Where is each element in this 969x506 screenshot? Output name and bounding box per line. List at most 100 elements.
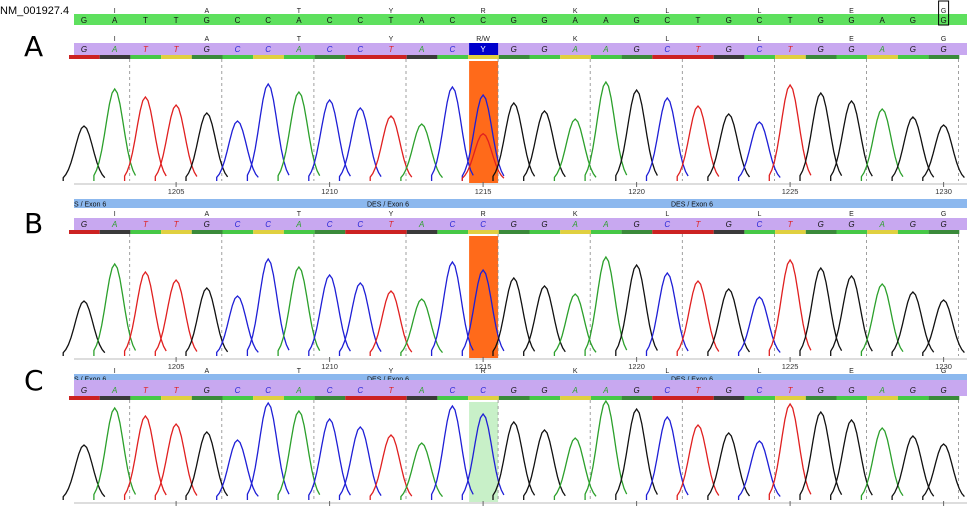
reference-base: G: [726, 16, 732, 25]
base-call: C: [450, 386, 456, 395]
trace-peak: [62, 300, 106, 356]
base-call: C: [450, 220, 456, 229]
base-call: A: [572, 386, 578, 395]
trace-peak: [553, 293, 597, 356]
quality-strip-segment: [590, 230, 622, 234]
reference-amino-acid: T: [297, 8, 302, 15]
quality-strip-segment: [191, 55, 223, 59]
trace-peak: [830, 274, 873, 356]
base-call: C: [357, 220, 363, 229]
quality-strip-segment: [805, 396, 837, 400]
reference-amino-acid: K: [573, 8, 578, 15]
trace-peak: [216, 295, 259, 356]
trace-peak: [430, 85, 474, 181]
base-call: T: [174, 386, 180, 395]
quality-strip-segment: [590, 396, 622, 400]
trace-peak: [492, 101, 536, 181]
amino-acid-label: L: [757, 368, 761, 375]
reference-base: G: [541, 16, 547, 25]
base-call: C: [757, 386, 763, 395]
trace-peak: [922, 299, 965, 356]
panel-c: IATYRKLLEGGATTGCCACCTACCGGAAGCTGCTGGAGG1…: [62, 368, 967, 506]
base-call: G: [204, 220, 210, 229]
amino-acid-label: L: [665, 36, 669, 43]
trace-peak: [308, 273, 351, 356]
quality-strip-segment: [222, 55, 254, 59]
position-label: 1210: [321, 187, 338, 196]
variant-highlight: [469, 61, 499, 183]
trace-peak: [799, 91, 843, 181]
trace-peak: [93, 262, 137, 356]
trace-peak: [338, 281, 382, 356]
reference-base: T: [696, 16, 701, 25]
base-call: G: [726, 45, 732, 54]
trace-peak: [369, 290, 413, 356]
base-call: T: [174, 45, 180, 54]
quality-strip-segment: [775, 230, 806, 234]
quality-strip-segment: [345, 55, 376, 59]
base-call: C: [235, 220, 241, 229]
base-call: G: [204, 45, 210, 54]
quality-strip-segment: [897, 55, 929, 59]
panel-letter-b: B: [24, 207, 44, 240]
trace-peak: [93, 406, 137, 500]
base-call: C: [664, 386, 670, 395]
trace-peak: [93, 87, 137, 181]
base-call: C: [235, 45, 241, 54]
quality-strip-segment: [560, 396, 591, 400]
quality-strip-segment: [713, 396, 745, 400]
quality-strip-segment: [161, 230, 192, 234]
base-call: T: [696, 220, 702, 229]
quality-strip-segment: [652, 55, 683, 59]
position-label: 1215: [475, 187, 492, 196]
base-call: A: [418, 386, 424, 395]
amino-acid-label: I: [114, 368, 116, 375]
panel-a: I A T Y R/W K L L E GG A T T G C C A C C T A C Y G G A A G C T G C T G G A G…: [62, 36, 967, 209]
base-call: T: [143, 45, 149, 54]
base-call: T: [696, 45, 702, 54]
quality-strip-segment: [130, 396, 162, 400]
trace-peak: [154, 103, 198, 181]
trace-peak: [799, 410, 843, 500]
base-call: G: [818, 386, 824, 395]
base-call: G: [541, 220, 547, 229]
reference-amino-acid: E: [849, 8, 854, 15]
exon-label: DES / Exon 6: [367, 202, 409, 209]
position-label: 1225: [782, 187, 799, 196]
trace-peak: [615, 407, 658, 500]
position-label: 1220: [628, 187, 645, 196]
trace-peak: [615, 88, 658, 181]
amino-acid-label: L: [665, 211, 669, 218]
base-call: G: [818, 45, 824, 54]
base-call: G: [818, 220, 824, 229]
amino-acid-label: L: [757, 36, 761, 43]
base-call: G: [940, 45, 946, 54]
amino-acid-label: G: [941, 36, 946, 43]
exon-band: [74, 199, 967, 208]
quality-strip-segment: [621, 55, 653, 59]
base-call: G: [204, 386, 210, 395]
amino-acid-label: A: [204, 211, 209, 218]
trace-peak: [277, 265, 321, 356]
trace-peak: [768, 402, 812, 500]
trace-peak: [430, 260, 474, 356]
quality-strip-segment: [222, 230, 254, 234]
trace-peak: [308, 417, 351, 500]
reference-base: C: [757, 16, 763, 25]
position-label: 1230: [935, 362, 952, 371]
quality-strip-segment: [437, 55, 469, 59]
trace-peak: [768, 83, 812, 181]
trace-peak: [185, 287, 229, 356]
quality-strip-segment: [253, 55, 284, 59]
trace-peak: [584, 399, 628, 500]
trace-peak: [737, 440, 781, 500]
trace-peak: [830, 99, 873, 181]
trace-peak: [123, 270, 167, 356]
base-call-band: [74, 218, 967, 230]
quality-strip-segment: [468, 396, 499, 400]
base-call: G: [81, 220, 87, 229]
variant-base-box: [469, 43, 499, 55]
position-label: 1225: [782, 362, 799, 371]
reference-base: T: [788, 16, 793, 25]
